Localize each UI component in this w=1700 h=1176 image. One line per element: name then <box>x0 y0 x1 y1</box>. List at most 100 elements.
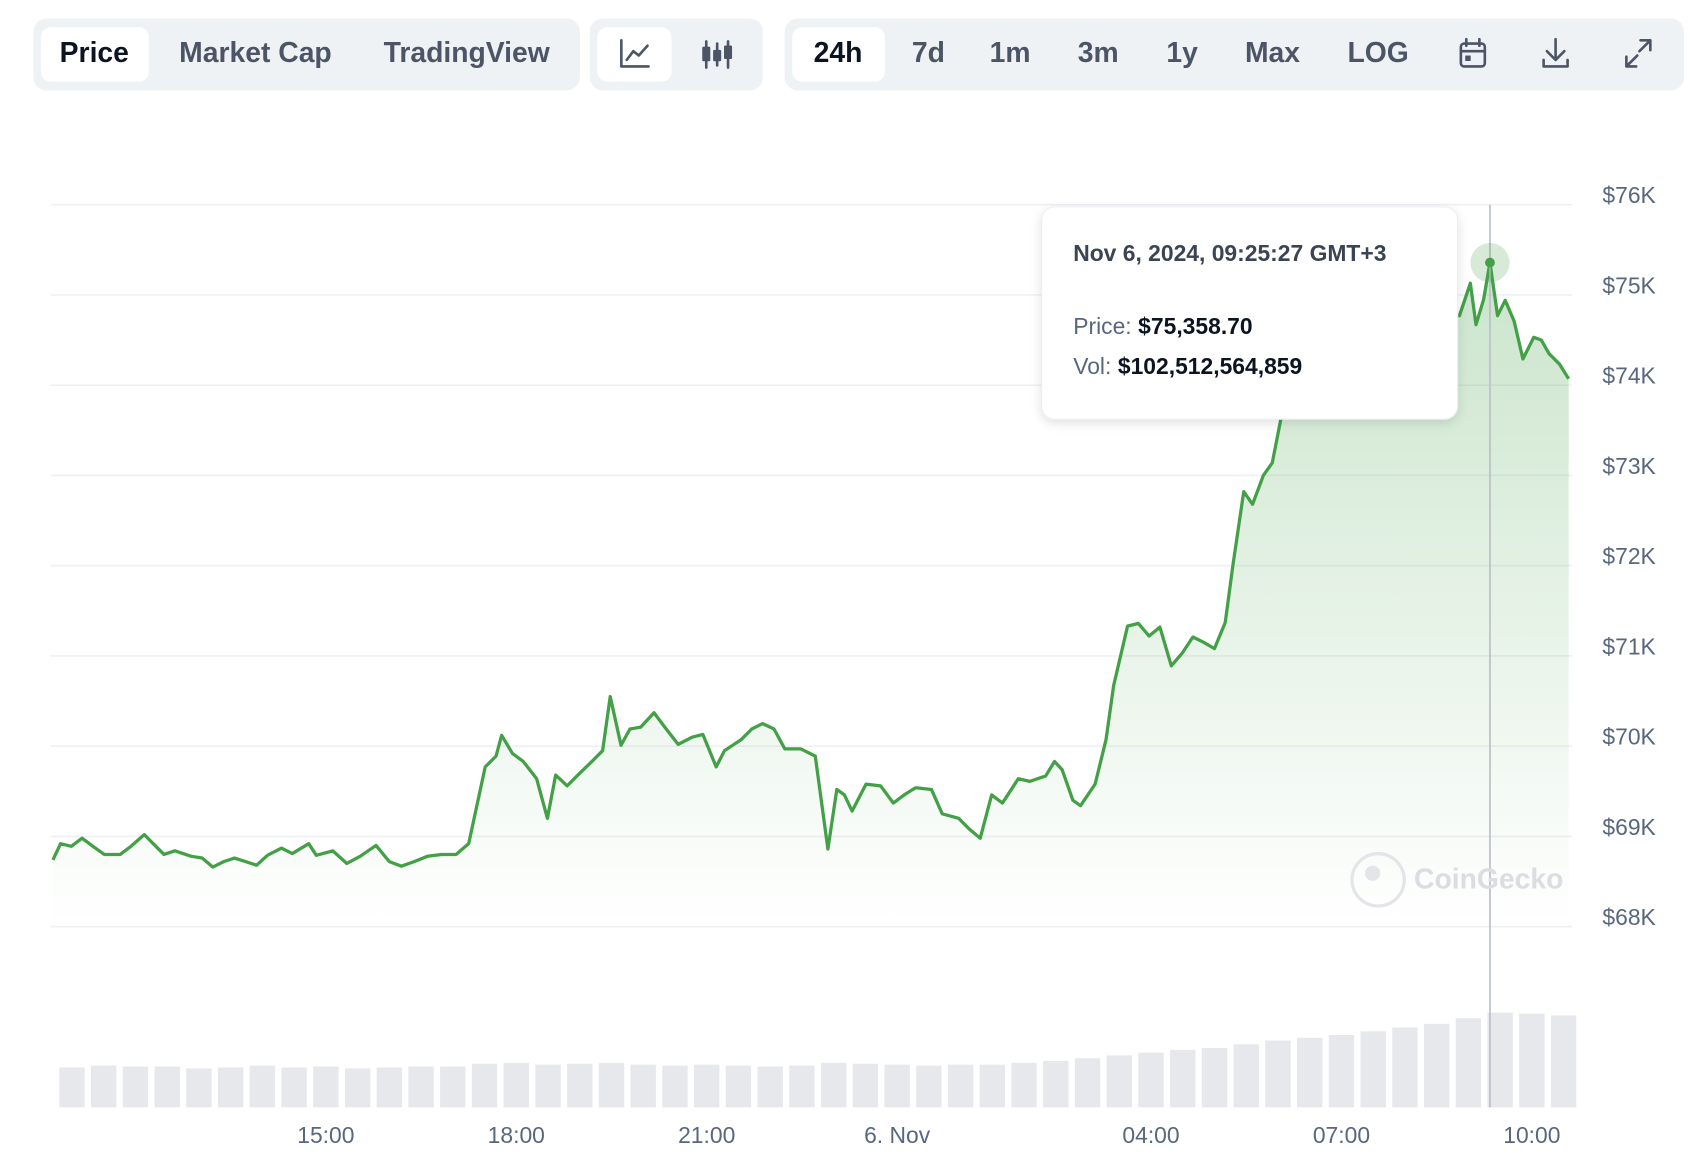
plot-area: $68K $69K $70K $71K $72K $73K $74K $75K $76K 15:0… <box>50 182 1656 1148</box>
volume-bar <box>1360 1031 1386 1108</box>
price-area <box>52 262 1569 927</box>
x-tick-label: 15:00 <box>297 1122 354 1148</box>
volume-bar <box>1043 1060 1069 1108</box>
volume-bar <box>947 1064 974 1108</box>
x-tick-label: 07:00 <box>1313 1122 1370 1148</box>
volume-bar <box>820 1062 847 1108</box>
volume-bar <box>91 1065 117 1108</box>
volume-bar <box>59 1067 85 1108</box>
range[interactable]: 3m <box>1078 36 1119 68</box>
hover-point <box>1485 257 1495 268</box>
active-range <box>792 27 885 82</box>
volume-bar <box>598 1062 625 1108</box>
volume-bar <box>1011 1062 1037 1108</box>
y-tick-label: $72K <box>1602 543 1655 569</box>
y-tick-label: $75K <box>1602 272 1655 298</box>
volume-bar <box>1392 1027 1418 1108</box>
volume-bar <box>281 1067 307 1108</box>
range-group <box>784 18 1685 91</box>
toolbar: Price Market Cap TradingView 24h 7d 1m 3… <box>33 18 1685 91</box>
volume-bar <box>1201 1047 1228 1108</box>
y-tick-label: $69K <box>1602 814 1655 840</box>
fullscreen-icon[interactable] <box>1625 38 1652 68</box>
volume-bar <box>1328 1034 1355 1108</box>
volume-bar <box>789 1065 815 1108</box>
x-tick-label: 18:00 <box>488 1122 545 1148</box>
tooltip-vol-value: $102,512,564,859 <box>1118 353 1302 379</box>
volume-bar <box>1297 1037 1323 1108</box>
volume-bar <box>1423 1023 1450 1108</box>
volume-bar <box>852 1063 879 1108</box>
volume-bar <box>1106 1055 1132 1108</box>
volume-bar <box>757 1066 783 1108</box>
volume-bar <box>916 1065 942 1108</box>
volume-bar <box>694 1064 720 1108</box>
y-tick-label: $70K <box>1602 724 1655 750</box>
download-icon[interactable] <box>1542 37 1569 68</box>
tooltip-price: Price: $75,358.70 <box>1073 313 1252 339</box>
calendar-icon[interactable] <box>1459 37 1487 68</box>
volume-bar <box>662 1065 688 1108</box>
candlestick-icon[interactable] <box>702 40 733 69</box>
volume-bar <box>1487 1012 1513 1108</box>
volume-bar <box>440 1066 466 1108</box>
range[interactable]: 1m <box>990 36 1031 68</box>
tooltip-price-value: $75,358.70 <box>1138 313 1252 339</box>
watermark-logo-eye <box>1365 865 1381 881</box>
volume-bar <box>376 1067 403 1108</box>
volume-bar <box>1074 1058 1101 1108</box>
volume-bar <box>186 1068 212 1108</box>
tooltip-box <box>1041 206 1459 420</box>
volume-bar <box>408 1066 434 1108</box>
watermark-logo <box>1350 852 1406 908</box>
x-tick-label: 21:00 <box>678 1122 735 1148</box>
x-tick-label: 10:00 <box>1503 1122 1560 1148</box>
volume-bar <box>122 1066 149 1108</box>
active-tab <box>40 27 149 82</box>
volume-bar <box>1138 1052 1164 1108</box>
volume-bar <box>725 1065 752 1108</box>
tab[interactable]: TradingView <box>384 36 551 68</box>
y-tick-label: $74K <box>1602 363 1655 389</box>
volume-bar <box>154 1066 180 1108</box>
y-tick-label: $76K <box>1602 182 1655 208</box>
y-tick-label: $68K <box>1602 904 1655 930</box>
tooltip-price-label: Price: <box>1073 313 1131 339</box>
range[interactable]: 24h <box>814 36 863 68</box>
volume-bar <box>249 1065 276 1108</box>
x-tick-label: 04:00 <box>1122 1122 1179 1148</box>
tooltip-vol-label: Vol: <box>1073 353 1111 379</box>
log-toggle[interactable]: LOG <box>1347 36 1408 68</box>
y-tick-label: $71K <box>1602 633 1655 659</box>
tab[interactable]: Price <box>60 36 129 68</box>
range[interactable]: 1y <box>1166 36 1198 68</box>
volume-bar <box>1550 1015 1577 1108</box>
volume-bar <box>567 1063 593 1108</box>
tooltip-volume: Vol: $102,512,564,859 <box>1073 353 1302 379</box>
tooltip-date: Nov 6, 2024, 09:25:27 GMT+3 <box>1073 240 1386 266</box>
volume-bar <box>630 1064 656 1108</box>
volume-bar <box>1519 1013 1545 1108</box>
volume-bar <box>1233 1044 1259 1108</box>
volume-bar <box>1455 1018 1482 1108</box>
tab[interactable]: Market Cap <box>179 36 332 68</box>
line-chart-icon[interactable] <box>620 38 650 68</box>
volume-bar <box>884 1064 910 1108</box>
volume-bar <box>313 1066 339 1108</box>
volume-bar <box>471 1063 498 1108</box>
volume-bar <box>979 1064 1006 1108</box>
tab-group <box>33 18 580 91</box>
x-tick-label: 6. Nov <box>864 1122 931 1148</box>
volume-bar <box>535 1064 561 1108</box>
volume-bar <box>344 1068 371 1108</box>
price-line <box>51 260 1571 869</box>
range[interactable]: Max <box>1245 36 1300 68</box>
volume-bar <box>1265 1040 1291 1108</box>
y-tick-label: $73K <box>1602 453 1655 479</box>
watermark-text: CoinGecko <box>1414 862 1563 894</box>
volume-bar <box>217 1067 244 1108</box>
volume-bar <box>1170 1049 1196 1108</box>
range[interactable]: 7d <box>912 36 945 68</box>
tooltip: Nov 6, 2024, 09:25:27 GMT+3 Price: $75,35… <box>1041 206 1459 420</box>
